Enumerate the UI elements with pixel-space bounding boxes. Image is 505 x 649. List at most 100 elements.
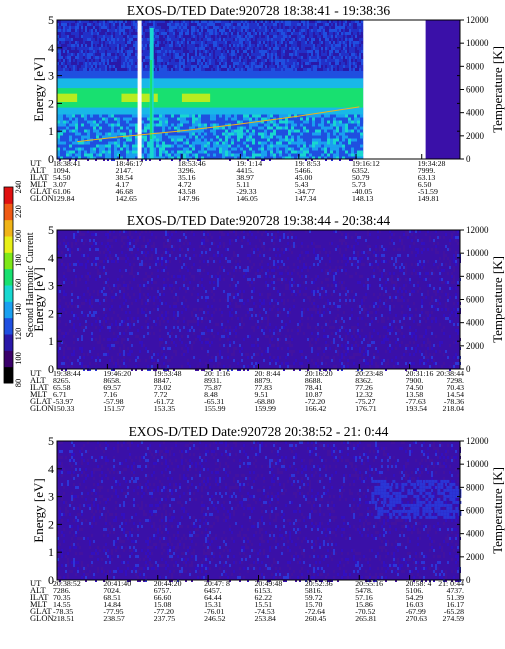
- spectrogram-cell: [69, 53, 71, 56]
- spectrogram-cell: [245, 35, 247, 38]
- spectrogram-cell: [129, 23, 131, 26]
- spectrogram-cell: [301, 44, 303, 47]
- spectrogram-cell: [233, 32, 235, 35]
- spectrogram-cell: [89, 50, 91, 53]
- spectrogram-cell: [143, 44, 145, 47]
- spectrogram-cell: [199, 44, 201, 47]
- spectrogram-cell: [271, 59, 273, 62]
- spectrogram-cell: [321, 41, 323, 44]
- spectrogram-cell: [101, 68, 103, 71]
- spectrogram-cell: [91, 44, 93, 47]
- spectrogram-cell: [265, 53, 267, 56]
- spectrogram-cell: [75, 38, 77, 41]
- spectrogram-cell: [157, 47, 159, 50]
- spectrogram-cell: [345, 41, 347, 44]
- spectrogram-cell: [177, 53, 179, 56]
- spectrogram-cell: [345, 26, 347, 29]
- spectrogram-cell: [321, 20, 323, 23]
- spectrogram-cell: [231, 32, 233, 35]
- spectrogram-cell: [261, 59, 263, 62]
- spectrogram-cell: [99, 135, 102, 139]
- spectrogram-cell: [199, 53, 201, 56]
- spectrogram-cell: [235, 29, 237, 32]
- spectrogram-cell: [69, 135, 72, 139]
- spectrogram-cell: [357, 35, 359, 38]
- spectrogram-cell: [219, 53, 221, 56]
- spectrogram-cell: [345, 68, 347, 71]
- spectrogram-cell: [195, 23, 197, 26]
- spectrogram-cell: [239, 32, 241, 35]
- spectrogram-cell: [109, 68, 111, 71]
- spectrogram-cell: [123, 38, 125, 41]
- spectrogram-cell: [309, 23, 311, 26]
- spectrogram-cell: [343, 29, 345, 32]
- spectrogram-cell: [113, 44, 115, 47]
- spectrogram-cell: [163, 62, 165, 65]
- spectrogram-cell: [265, 44, 267, 47]
- spectrogram-cell: [273, 44, 275, 47]
- spectrogram-cell: [173, 26, 175, 29]
- spectrogram-cell: [227, 38, 229, 41]
- spectrogram-cell: [235, 32, 237, 35]
- spectrogram-cell: [71, 50, 73, 53]
- spectrogram-cell: [215, 20, 217, 23]
- spectrogram-cell: [133, 44, 135, 47]
- spectrogram-cell: [279, 65, 281, 68]
- spectrogram-cell: [345, 38, 347, 41]
- spectrogram-cell: [259, 62, 261, 65]
- spectrogram-cell: [295, 44, 297, 47]
- spectrogram-cell: [263, 62, 265, 65]
- spectrogram-cell: [117, 156, 120, 160]
- spectrogram-cell: [127, 53, 129, 56]
- spectrogram-cell: [279, 68, 281, 71]
- spectrogram-cell: [123, 132, 126, 136]
- spectrogram-cell: [237, 53, 239, 56]
- spectrogram-cell: [231, 20, 233, 23]
- spectrogram-cell: [205, 62, 207, 65]
- spectrogram-cell: [239, 29, 241, 32]
- spectrogram-cell: [345, 53, 347, 56]
- spectrogram-cell: [147, 50, 149, 53]
- spectrogram-cell: [219, 62, 221, 65]
- spectrogram-cell: [121, 38, 123, 41]
- spectrogram-cell: [167, 26, 169, 29]
- spectrogram-cell: [90, 147, 93, 151]
- spectrogram-cell: [347, 29, 349, 32]
- spectrogram-cell: [311, 20, 313, 23]
- spectrogram-cell: [355, 38, 357, 41]
- spectrogram-cell: [97, 32, 99, 35]
- spectrogram-cell: [217, 68, 219, 71]
- spectrogram-cell: [265, 50, 267, 53]
- spectrogram-cell: [71, 65, 73, 68]
- spectrogram-cell: [355, 32, 357, 35]
- spectrogram-cell: [305, 68, 307, 71]
- spectrogram-cell: [71, 35, 73, 38]
- spectrogram-cell: [87, 147, 90, 151]
- spectrogram-cell: [73, 26, 75, 29]
- spectrogram-cell: [185, 23, 187, 26]
- spectrogram-cell: [89, 29, 91, 32]
- spectrogram-cell: [129, 65, 131, 68]
- spectrogram-cell: [233, 38, 235, 41]
- spectrogram-cell: [357, 68, 359, 71]
- spectrogram-cell: [61, 23, 63, 26]
- spectrogram-cell: [359, 38, 361, 41]
- spectrogram-cell: [99, 59, 101, 62]
- spectrogram-cell: [75, 47, 77, 50]
- spectrogram-cell: [291, 50, 293, 53]
- spectrogram-cell: [183, 26, 185, 29]
- spectrogram-cell: [267, 20, 269, 23]
- spectrogram-cell: [293, 65, 295, 68]
- spectrogram-cell: [167, 38, 169, 41]
- spectrogram-cell: [91, 68, 93, 71]
- spectrogram-cell: [111, 53, 113, 56]
- spectrogram-cell: [159, 59, 161, 62]
- spectrogram-cell: [281, 41, 283, 44]
- spectrogram-cell: [329, 53, 331, 56]
- spectrogram-cell: [301, 62, 303, 65]
- spectrogram-cell: [143, 20, 145, 23]
- spectrogram-cell: [90, 150, 93, 154]
- spectrogram-cell: [157, 50, 159, 53]
- spectrogram-cell: [123, 120, 126, 124]
- spectrogram-cell: [217, 32, 219, 35]
